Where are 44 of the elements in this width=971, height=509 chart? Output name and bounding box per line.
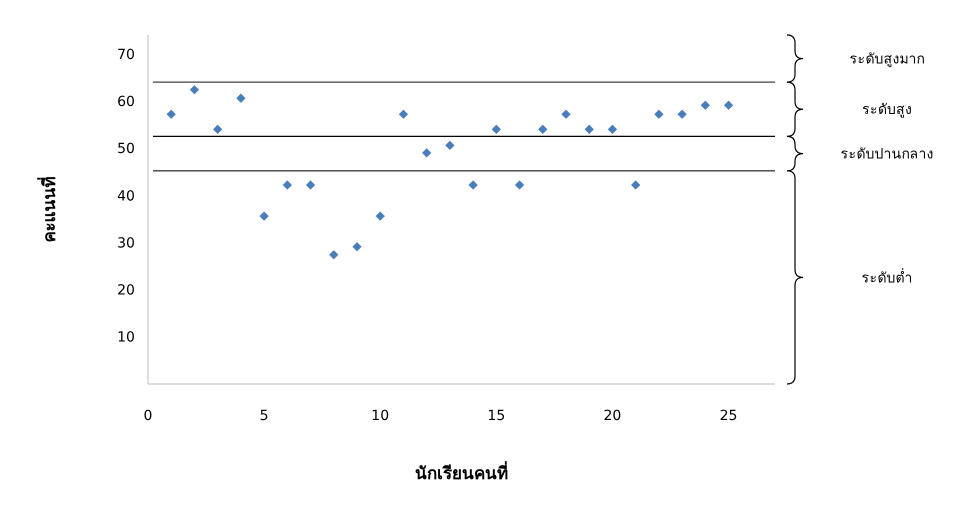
point: [584, 124, 594, 134]
point: [538, 124, 548, 134]
y-tick-label: 40: [117, 188, 135, 204]
point: [329, 250, 338, 260]
point: [190, 85, 200, 94]
point: [492, 124, 501, 134]
point: [514, 180, 524, 190]
text: ระดับปานกลาง: [840, 146, 934, 163]
x-tick-label: 0: [144, 408, 152, 424]
point: [608, 124, 618, 134]
point: [677, 110, 687, 119]
y-tick-label: 50: [117, 141, 135, 158]
point: [166, 110, 176, 119]
point: [561, 110, 571, 119]
y-tick-label: 60: [117, 94, 135, 110]
point: [724, 100, 734, 110]
x-tick-label: 25: [720, 408, 738, 424]
point: [700, 100, 710, 110]
point: [282, 180, 292, 190]
point: [259, 211, 269, 221]
point: [654, 110, 664, 119]
text: ระดับสูงมาก: [850, 51, 924, 68]
point: [422, 148, 432, 158]
point: [398, 110, 408, 119]
x-tick-label: 10: [371, 408, 390, 424]
text: ระดับต่ำ: [862, 268, 912, 286]
x-tick-label: 5: [260, 408, 269, 424]
y-tick-label: 70: [117, 46, 135, 63]
point: [631, 180, 640, 190]
point: [445, 140, 455, 150]
x-tick-label: 20: [604, 408, 622, 424]
point: [306, 180, 316, 190]
text: ระดับสูง: [862, 102, 912, 118]
y-tick-label: 30: [117, 235, 135, 252]
point: [468, 180, 478, 190]
point: [376, 211, 385, 221]
point: [213, 124, 222, 134]
y-tick-label: 10: [117, 330, 135, 346]
point: [352, 242, 362, 252]
point: [236, 94, 246, 103]
x-tick-label: 15: [487, 408, 506, 424]
y-tick-label: 20: [117, 282, 135, 299]
y-axis-title: คะแนนที่: [37, 176, 60, 242]
x-axis-title: นักเรียนคนที่: [415, 461, 508, 484]
